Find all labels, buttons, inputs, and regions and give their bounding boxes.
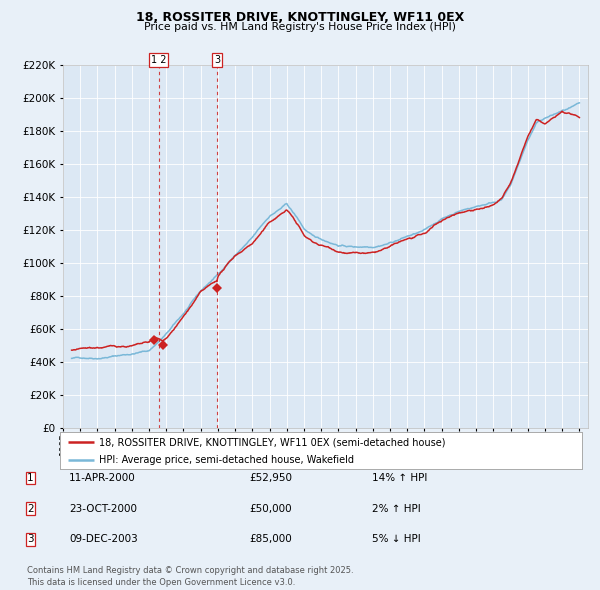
Text: £50,000: £50,000 [249,504,292,513]
Text: £85,000: £85,000 [249,535,292,544]
Text: 14% ↑ HPI: 14% ↑ HPI [372,473,427,483]
Text: 1: 1 [27,473,34,483]
Text: Contains HM Land Registry data © Crown copyright and database right 2025.
This d: Contains HM Land Registry data © Crown c… [27,566,353,587]
Text: 5% ↓ HPI: 5% ↓ HPI [372,535,421,544]
Text: 1 2: 1 2 [151,55,166,65]
Text: 18, ROSSITER DRIVE, KNOTTINGLEY, WF11 0EX: 18, ROSSITER DRIVE, KNOTTINGLEY, WF11 0E… [136,11,464,24]
Text: 23-OCT-2000: 23-OCT-2000 [69,504,137,513]
Text: 18, ROSSITER DRIVE, KNOTTINGLEY, WF11 0EX (semi-detached house): 18, ROSSITER DRIVE, KNOTTINGLEY, WF11 0E… [99,437,446,447]
Text: 3: 3 [214,55,220,65]
Text: 09-DEC-2003: 09-DEC-2003 [69,535,138,544]
Text: HPI: Average price, semi-detached house, Wakefield: HPI: Average price, semi-detached house,… [99,455,354,465]
Text: 2% ↑ HPI: 2% ↑ HPI [372,504,421,513]
Text: 2: 2 [27,504,34,513]
Text: 11-APR-2000: 11-APR-2000 [69,473,136,483]
Text: £52,950: £52,950 [249,473,292,483]
Text: 3: 3 [27,535,34,544]
Text: Price paid vs. HM Land Registry's House Price Index (HPI): Price paid vs. HM Land Registry's House … [144,22,456,32]
